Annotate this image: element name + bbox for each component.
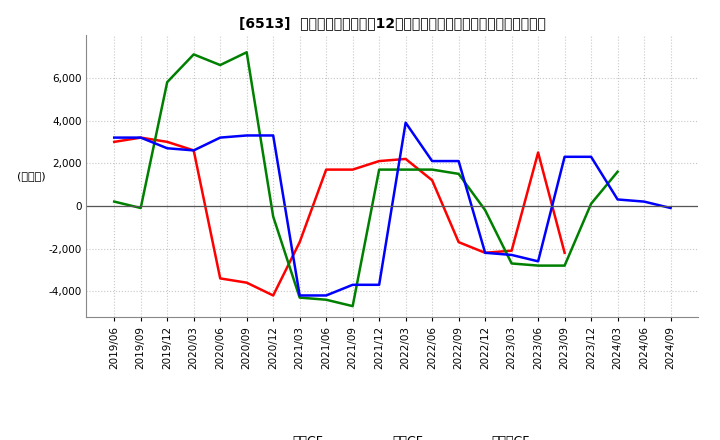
営業CF [428,178,436,183]
営業CF [454,239,463,245]
Y-axis label: (百万円): (百万円) [17,171,45,181]
Title: [6513]  キャッシュフローの12か月移動合計の対前年同期増減額の推移: [6513] キャッシュフローの12か月移動合計の対前年同期増減額の推移 [239,16,546,30]
フリーCF [560,154,569,159]
フリーCF [587,154,595,159]
営業CF [534,150,542,155]
投資CF [189,52,198,57]
フリーCF [534,259,542,264]
営業CF [216,276,225,281]
投資CF [613,169,622,174]
投資CF [560,263,569,268]
フリーCF [136,135,145,140]
投資CF [534,263,542,268]
投資CF [481,208,490,213]
営業CF [481,250,490,256]
Legend: 営業CF, 投資CF, フリーCF: 営業CF, 投資CF, フリーCF [250,430,535,440]
投資CF [401,167,410,172]
フリーCF [163,146,171,151]
投資CF [375,167,384,172]
Line: 投資CF: 投資CF [114,52,618,306]
フリーCF [401,120,410,125]
Line: 営業CF: 営業CF [114,138,564,296]
営業CF [136,135,145,140]
フリーCF [348,282,357,287]
フリーCF [375,282,384,287]
投資CF [269,214,277,219]
営業CF [269,293,277,298]
営業CF [163,139,171,144]
営業CF [560,250,569,256]
営業CF [375,158,384,164]
フリーCF [216,135,225,140]
フリーCF [508,252,516,257]
フリーCF [640,199,649,204]
営業CF [348,167,357,172]
フリーCF [454,158,463,164]
フリーCF [428,158,436,164]
投資CF [587,201,595,206]
投資CF [454,171,463,176]
投資CF [322,297,330,302]
営業CF [243,280,251,285]
営業CF [508,248,516,253]
投資CF [163,80,171,85]
フリーCF [243,133,251,138]
営業CF [322,167,330,172]
フリーCF [613,197,622,202]
投資CF [136,205,145,211]
投資CF [110,199,119,204]
フリーCF [295,293,304,298]
投資CF [243,50,251,55]
フリーCF [666,205,675,211]
フリーCF [189,148,198,153]
営業CF [189,148,198,153]
投資CF [428,167,436,172]
フリーCF [269,133,277,138]
営業CF [110,139,119,144]
営業CF [295,239,304,245]
投資CF [295,295,304,300]
Line: フリーCF: フリーCF [114,123,670,296]
投資CF [348,304,357,309]
営業CF [401,156,410,161]
フリーCF [481,250,490,256]
フリーCF [322,293,330,298]
投資CF [216,62,225,68]
フリーCF [110,135,119,140]
投資CF [508,261,516,266]
